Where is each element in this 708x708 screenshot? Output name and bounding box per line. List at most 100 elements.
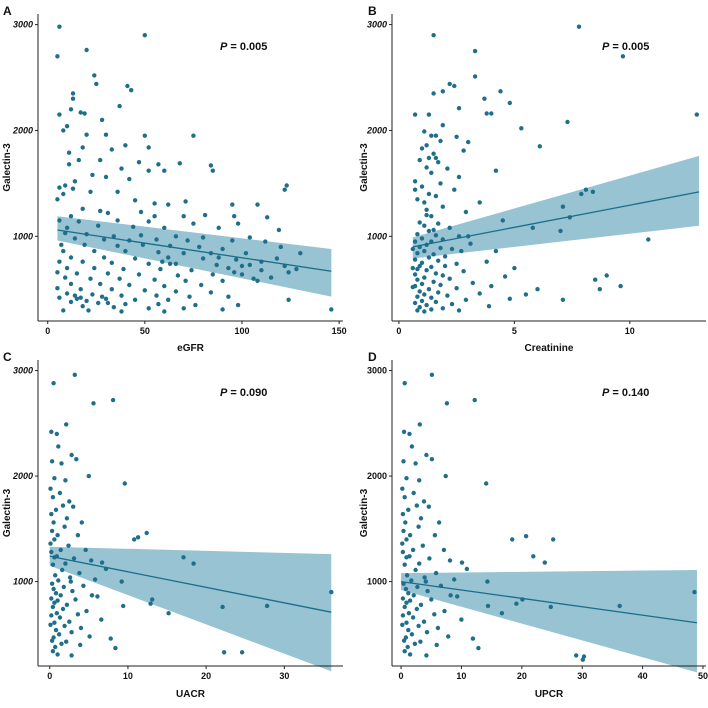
data-point	[502, 274, 508, 279]
data-point	[50, 604, 56, 610]
data-point	[220, 278, 225, 283]
data-point	[461, 148, 466, 153]
data-point	[210, 272, 215, 277]
data-point	[429, 597, 434, 602]
data-point	[119, 579, 124, 584]
data-point	[115, 243, 120, 248]
panel-d: D 0 10 20 30 40 50 1000 2000 3000 UPCR Galectin-3 P =…	[359, 350, 708, 700]
data-point	[442, 263, 448, 269]
data-point	[531, 554, 536, 559]
data-point	[560, 204, 566, 209]
data-point	[75, 533, 81, 538]
data-point	[152, 277, 157, 282]
data-point	[146, 145, 151, 150]
data-point	[493, 168, 499, 173]
x-tick-label-d: 50	[698, 671, 708, 681]
data-point	[421, 499, 427, 504]
data-point	[230, 238, 235, 243]
data-point	[477, 200, 482, 205]
p-value-text-d: = 0.140	[612, 387, 649, 399]
data-point	[419, 236, 425, 241]
data-point	[410, 615, 416, 620]
data-point	[57, 218, 62, 223]
panel-letter-c: C	[3, 350, 12, 364]
data-point	[142, 288, 147, 293]
data-point	[156, 301, 161, 307]
data-point	[618, 283, 623, 289]
data-point	[63, 639, 69, 644]
data-point	[220, 604, 225, 610]
data-point	[50, 562, 56, 567]
data-point	[84, 298, 89, 304]
data-point	[646, 237, 651, 242]
data-point	[329, 307, 334, 312]
data-point	[542, 560, 547, 565]
data-point	[410, 246, 415, 252]
data-point	[62, 230, 68, 236]
data-point	[99, 117, 105, 123]
data-point	[140, 242, 146, 247]
data-point	[456, 106, 462, 111]
data-point	[440, 204, 445, 209]
y-axis-title-a: Galectin-3	[2, 143, 13, 192]
data-point	[52, 620, 57, 625]
data-point	[436, 290, 441, 295]
data-point	[466, 139, 471, 145]
data-point	[412, 239, 418, 244]
data-point	[81, 583, 86, 588]
data-point	[417, 220, 422, 225]
data-point	[127, 176, 132, 182]
data-point	[482, 96, 487, 101]
data-point	[429, 295, 434, 300]
data-point	[265, 215, 270, 220]
data-point	[401, 459, 406, 464]
data-point	[208, 290, 214, 295]
data-point	[414, 606, 419, 612]
data-point	[69, 452, 74, 458]
data-point	[189, 268, 194, 273]
data-point	[424, 268, 429, 273]
data-point	[404, 476, 409, 481]
data-point	[551, 537, 556, 542]
data-point	[105, 300, 111, 306]
data-point	[514, 601, 519, 606]
data-point	[58, 593, 63, 598]
data-point	[424, 207, 429, 212]
data-point	[414, 503, 419, 508]
data-point	[92, 73, 97, 78]
data-point	[604, 273, 609, 278]
data-point	[66, 150, 72, 155]
data-point	[67, 575, 73, 580]
data-point	[447, 81, 452, 87]
data-point	[55, 652, 60, 657]
data-point	[424, 452, 429, 458]
p-value-c: P = 0.090	[220, 387, 267, 399]
data-point	[84, 132, 89, 137]
data-point	[579, 191, 584, 197]
data-point	[89, 593, 95, 598]
x-axis-title-b: Creatinine	[525, 343, 574, 354]
data-point	[400, 486, 405, 491]
data-point	[68, 255, 74, 260]
data-point	[56, 632, 62, 637]
data-point	[472, 74, 478, 79]
data-point	[429, 133, 434, 138]
data-point	[558, 228, 563, 234]
data-point	[78, 110, 83, 115]
data-point	[426, 287, 432, 292]
data-point	[92, 577, 98, 582]
data-point	[55, 286, 60, 291]
data-point	[412, 112, 418, 117]
data-point	[415, 294, 420, 299]
data-point	[197, 244, 202, 250]
data-point	[454, 286, 459, 291]
data-point	[57, 24, 62, 29]
data-point	[80, 145, 85, 150]
x-axis-title-a: eGFR	[177, 343, 204, 354]
p-value-b: P = 0.005	[602, 41, 649, 53]
data-point	[459, 617, 464, 622]
x-tick-label-b: 0	[396, 326, 401, 336]
regression-line-d	[400, 580, 698, 624]
data-point	[49, 459, 55, 464]
data-point	[512, 265, 517, 271]
